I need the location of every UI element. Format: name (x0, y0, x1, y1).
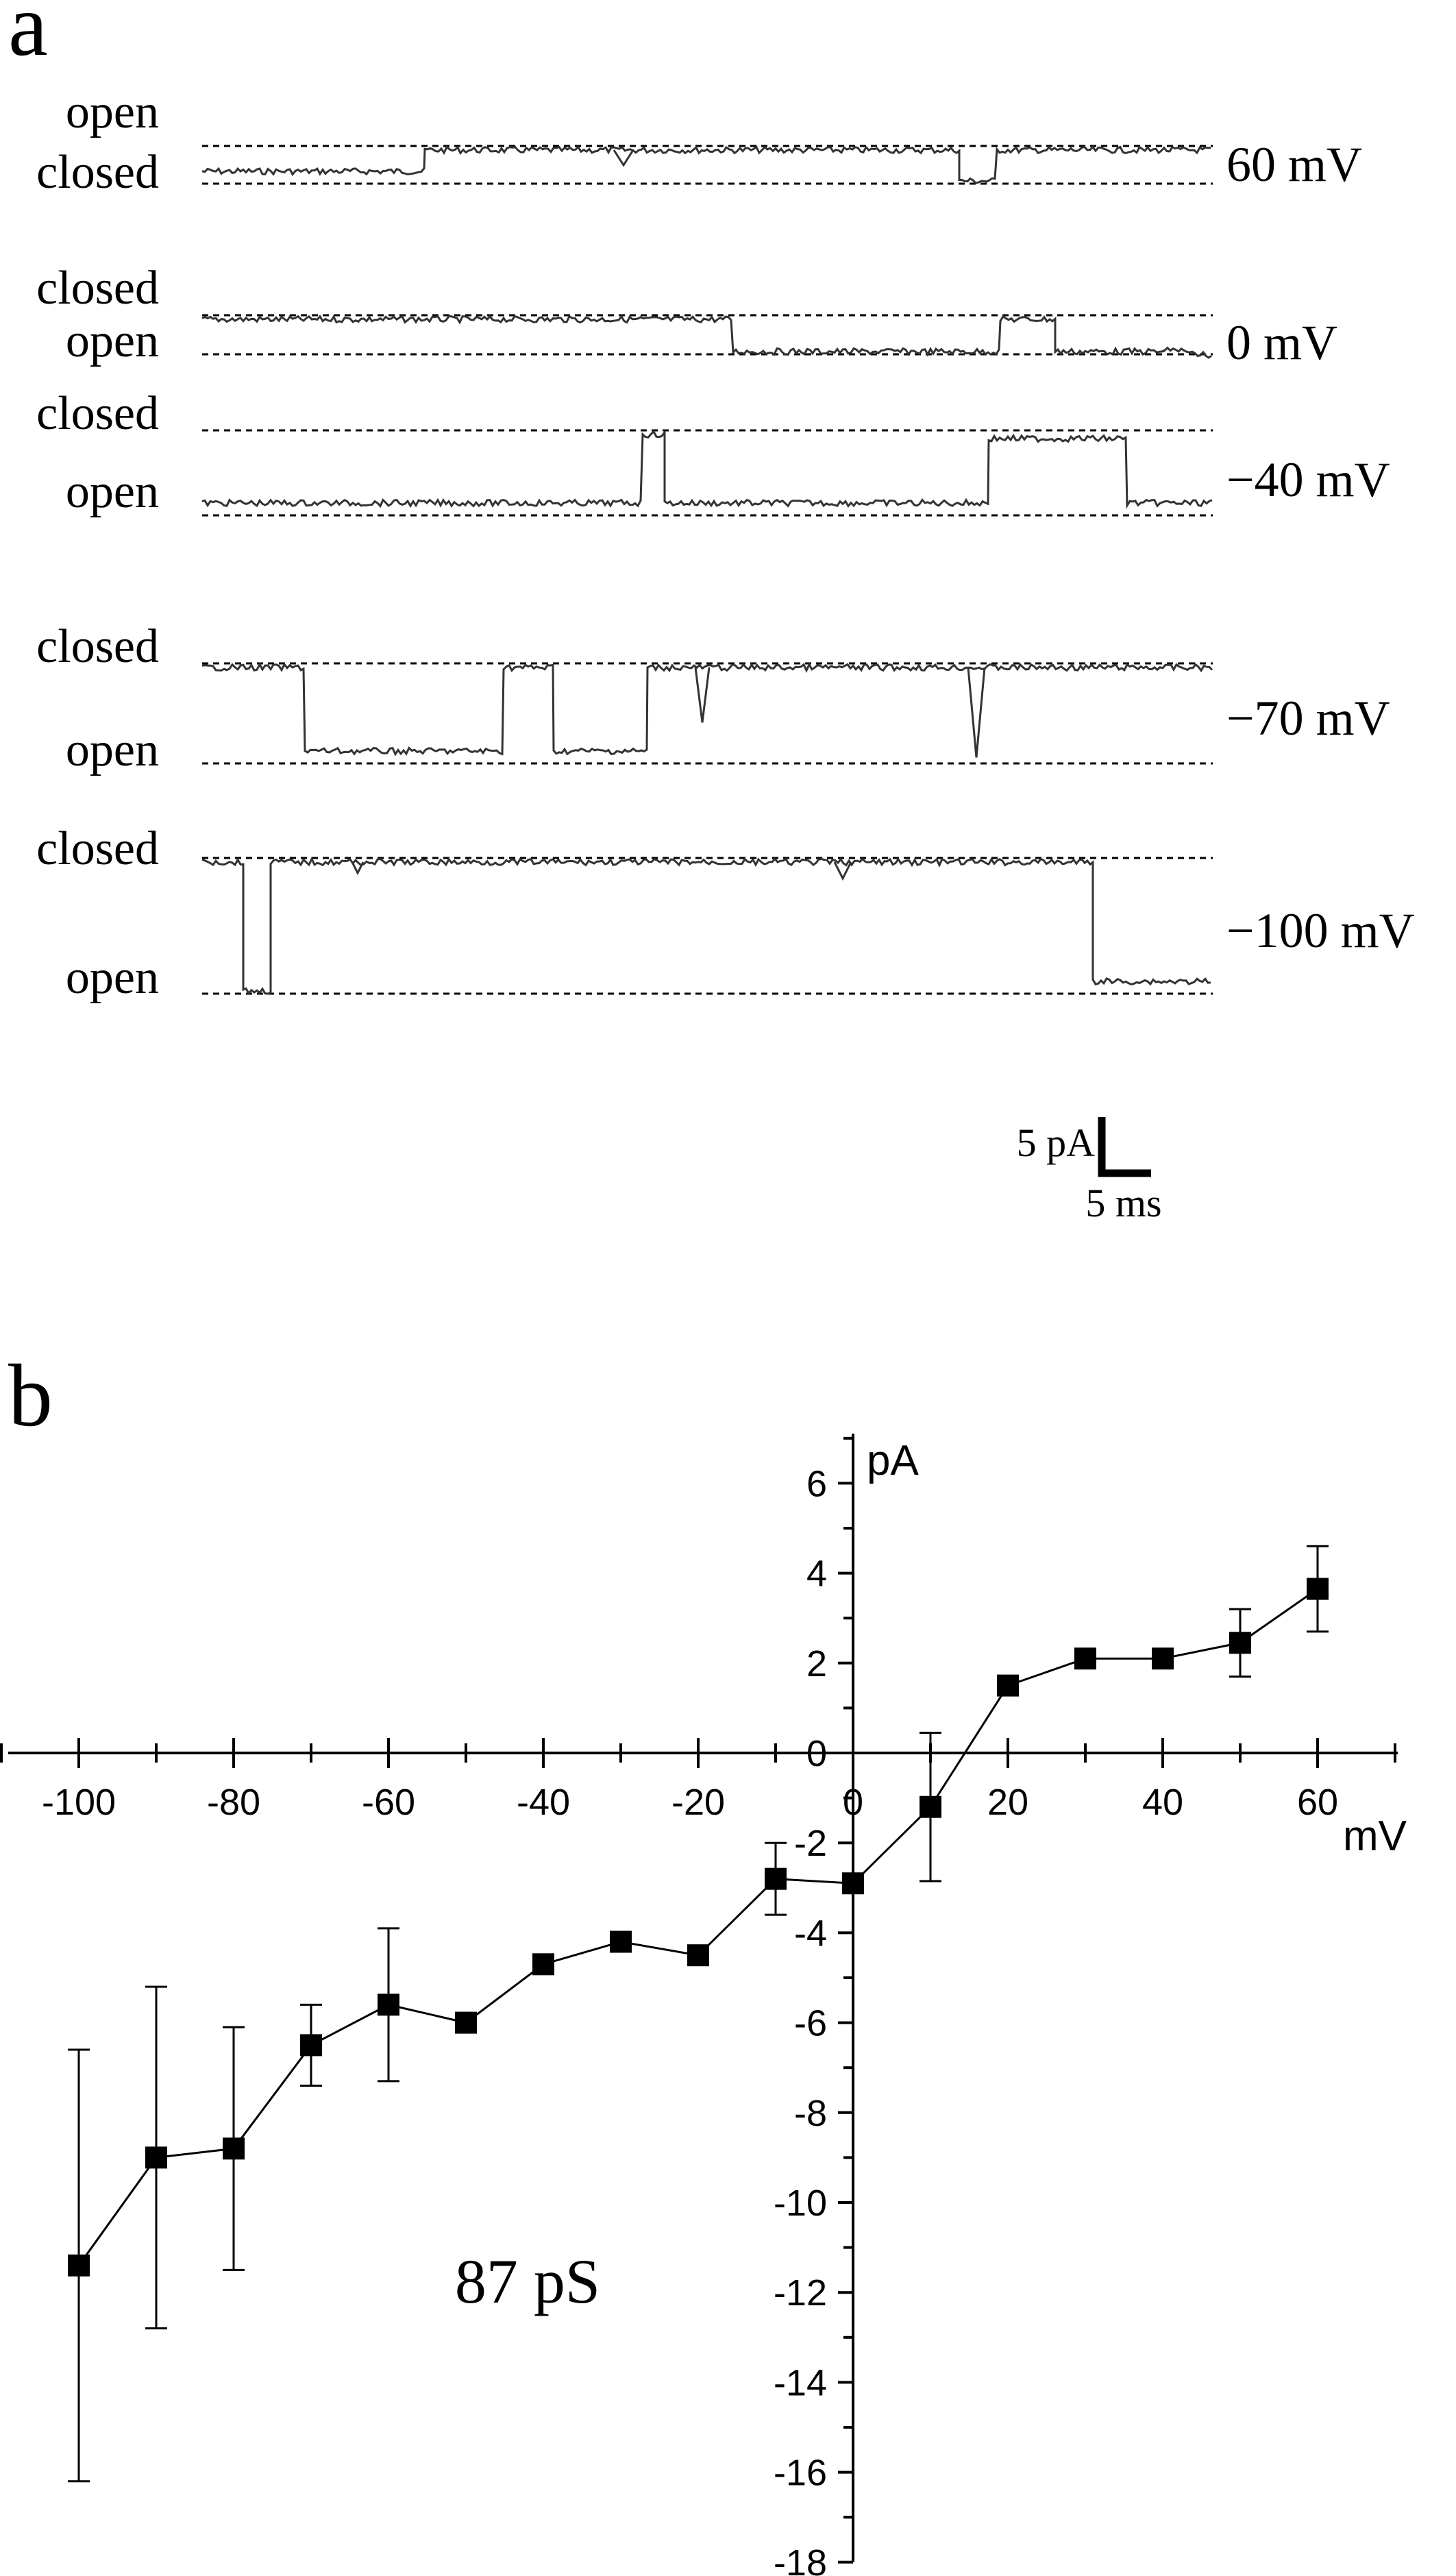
data-point-marker (997, 1674, 1019, 1697)
y-tick-label: -12 (774, 2272, 827, 2314)
conductance-annotation: 87 pS (455, 2246, 600, 2316)
x-tick-label: -40 (517, 1782, 570, 1823)
current-trace (201, 145, 1211, 184)
data-point-marker (532, 1953, 554, 1976)
y-tick-label: -18 (774, 2542, 827, 2576)
data-point-marker (378, 1994, 399, 2016)
trace-upper-level-label: closed (36, 262, 159, 315)
panel-b-letter: b (8, 1347, 53, 1445)
trace-voltage-label: −40 mV (1226, 452, 1390, 507)
current-trace (201, 662, 1213, 757)
data-point-marker (842, 1872, 864, 1895)
data-point-marker (455, 2011, 477, 2034)
y-tick-label: -10 (774, 2183, 827, 2224)
data-point-marker (1152, 1647, 1174, 1670)
y-tick-label: 0 (806, 1733, 827, 1774)
panel-a-letter: a (8, 0, 48, 75)
x-tick-label: -20 (671, 1782, 725, 1823)
trace-flicker (967, 667, 986, 758)
current-trace (201, 857, 1211, 995)
scale-bar-time-label: 5 ms (1085, 1181, 1161, 1225)
data-point-marker (687, 1944, 709, 1967)
iv-data (68, 1545, 1329, 2483)
data-point-marker (145, 2146, 167, 2169)
data-point-marker (610, 1930, 632, 1953)
trace-voltage-label: −70 mV (1226, 691, 1390, 746)
trace-voltage-label: 60 mV (1226, 137, 1362, 192)
data-point-marker (68, 2254, 90, 2277)
trace-flicker (351, 861, 365, 876)
y-tick-label: -8 (794, 2093, 827, 2134)
trace-lower-level-label: open (66, 465, 159, 518)
x-tick-label: 60 (1297, 1782, 1338, 1823)
x-tick-label: -60 (362, 1782, 415, 1823)
scale-bar-lines (1098, 1117, 1151, 1177)
trace-voltage-label: −100 mV (1226, 903, 1415, 958)
trace-flicker (694, 667, 711, 723)
iv-axes: -100 -80 -60 -40 -20 0 20 40 606420-2-4-6-8-10-1… (0, 1434, 1407, 2576)
trace-lower-level-label: open (66, 315, 159, 367)
trace-upper-level-label: closed (36, 387, 159, 440)
y-tick-label: -16 (774, 2453, 827, 2494)
data-point-marker (1307, 1578, 1329, 1600)
data-point-marker (300, 2034, 322, 2057)
y-tick-label: 2 (806, 1643, 827, 1684)
trace-voltage-label: 0 mV (1226, 315, 1337, 370)
trace-lower-level-label: open (66, 724, 159, 776)
y-tick-label: 4 (806, 1554, 827, 1595)
y-tick-label: 6 (806, 1463, 827, 1504)
trace-upper-level-label: closed (36, 620, 159, 673)
y-tick-label: -4 (794, 1913, 827, 1954)
data-point-marker (223, 2137, 245, 2160)
x-tick-label: 0 (843, 1782, 863, 1823)
data-point-marker (1074, 1647, 1096, 1670)
trace-upper-level-label: closed (36, 822, 159, 875)
trace-lower-level-label: closed (36, 146, 159, 199)
current-trace (201, 429, 1213, 509)
y-tick-label: -6 (794, 2003, 827, 2044)
current-trace (201, 315, 1212, 359)
panel-b-iv-plot: b -100 -80 -60 -40 -20 0 20 40 606420-2-4-6-8-10… (0, 1347, 1407, 2576)
data-point-marker (1229, 1632, 1251, 1654)
x-axis-unit-label: mV (1343, 1813, 1407, 1860)
data-point-marker (920, 1795, 941, 1818)
trace-lower-level-label: open (66, 951, 159, 1004)
x-tick-label: -80 (207, 1782, 260, 1823)
trace-flicker (833, 861, 852, 881)
series-line (77, 1588, 1318, 2266)
y-axis-unit-label: pA (867, 1437, 919, 1484)
y-tick-label: -2 (794, 1823, 827, 1864)
x-tick-label: -100 (42, 1782, 116, 1823)
trace-upper-level-label: open (66, 86, 159, 138)
x-tick-label: 40 (1142, 1782, 1183, 1823)
x-tick-label: 20 (987, 1782, 1028, 1823)
scale-bar: 5 pA 5 ms (1017, 1117, 1162, 1225)
scale-bar-current-label: 5 pA (1017, 1120, 1096, 1165)
data-point-marker (765, 1867, 787, 1890)
y-tick-label: -14 (774, 2362, 827, 2403)
trace-flicker (613, 149, 634, 167)
